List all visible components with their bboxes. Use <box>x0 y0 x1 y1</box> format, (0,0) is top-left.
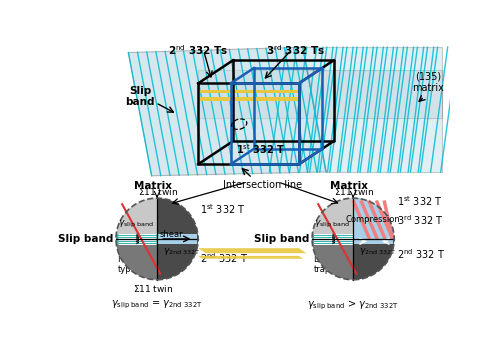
Text: 3$^{\rm rd}$ 332 Ts: 3$^{\rm rd}$ 332 Ts <box>266 43 324 57</box>
Circle shape <box>312 198 394 280</box>
Text: 2$^{\rm nd}$ 332 T: 2$^{\rm nd}$ 332 T <box>200 252 248 265</box>
Text: Matrix: Matrix <box>330 181 368 191</box>
Text: $\gamma_{\rm 2nd\ 332T}$: $\gamma_{\rm 2nd\ 332T}$ <box>360 246 397 257</box>
Bar <box>353 234 393 244</box>
Wedge shape <box>312 198 353 239</box>
Text: $\gamma_{\rm slip\ band}$: $\gamma_{\rm slip\ band}$ <box>118 219 153 229</box>
Text: 1$^{\rm st}$ 332 T: 1$^{\rm st}$ 332 T <box>200 203 246 216</box>
Text: 1$^{\rm st}$ 332 T: 1$^{\rm st}$ 332 T <box>396 195 442 208</box>
Text: $\Sigma$11 twin: $\Sigma$11 twin <box>334 186 375 197</box>
Bar <box>312 234 354 244</box>
Text: Slip band: Slip band <box>254 234 310 244</box>
Polygon shape <box>303 47 442 172</box>
Text: $\gamma_{\rm slip\ band}$: $\gamma_{\rm slip\ band}$ <box>314 219 349 229</box>
Text: $\gamma_{\rm slip\ band}$ = $\gamma_{\rm 2nd\ 332T}$: $\gamma_{\rm slip\ band}$ = $\gamma_{\rm… <box>111 299 203 311</box>
Wedge shape <box>157 239 198 280</box>
Polygon shape <box>128 47 326 176</box>
Text: 2$^{\rm nd}$ 332 T: 2$^{\rm nd}$ 332 T <box>396 248 444 261</box>
Wedge shape <box>116 198 157 239</box>
Text: Intersection line: Intersection line <box>223 180 302 190</box>
Wedge shape <box>116 239 157 280</box>
Wedge shape <box>353 239 394 280</box>
Text: Matrix: Matrix <box>134 181 172 191</box>
Text: Slip band: Slip band <box>58 234 114 244</box>
Text: 1$^{\rm st}$ 332 T: 1$^{\rm st}$ 332 T <box>236 142 284 156</box>
Polygon shape <box>198 248 306 253</box>
Text: shear: shear <box>159 229 183 239</box>
Text: Dislocation
trap: Dislocation trap <box>314 255 360 274</box>
Bar <box>198 90 299 93</box>
Text: $\gamma_{\rm 2nd\ 332T}$: $\gamma_{\rm 2nd\ 332T}$ <box>163 246 200 257</box>
Text: Compression: Compression <box>345 215 400 224</box>
Text: $\gamma_{\rm slip\ band}$ > $\gamma_{\rm 2nd\ 332T}$: $\gamma_{\rm slip\ band}$ > $\gamma_{\rm… <box>308 299 399 312</box>
Polygon shape <box>198 70 442 118</box>
Wedge shape <box>312 239 353 280</box>
Bar <box>157 234 196 244</box>
Bar <box>116 234 158 244</box>
Text: Mixed
type: Mixed type <box>118 255 142 274</box>
Text: $\Sigma$11 twin: $\Sigma$11 twin <box>133 283 173 294</box>
Text: 2$^{\rm nd}$ 332 Ts: 2$^{\rm nd}$ 332 Ts <box>168 43 228 57</box>
Text: (135)
matrix: (135) matrix <box>412 71 444 93</box>
Text: $\Sigma$11 twin: $\Sigma$11 twin <box>138 186 179 197</box>
Circle shape <box>116 198 198 280</box>
Wedge shape <box>353 198 394 239</box>
Wedge shape <box>157 198 198 239</box>
Text: 3$^{\rm rd}$ 332 T: 3$^{\rm rd}$ 332 T <box>396 213 443 227</box>
Polygon shape <box>198 256 303 259</box>
Bar <box>198 97 299 101</box>
Text: Slip
band: Slip band <box>125 86 155 107</box>
Wedge shape <box>353 198 394 239</box>
